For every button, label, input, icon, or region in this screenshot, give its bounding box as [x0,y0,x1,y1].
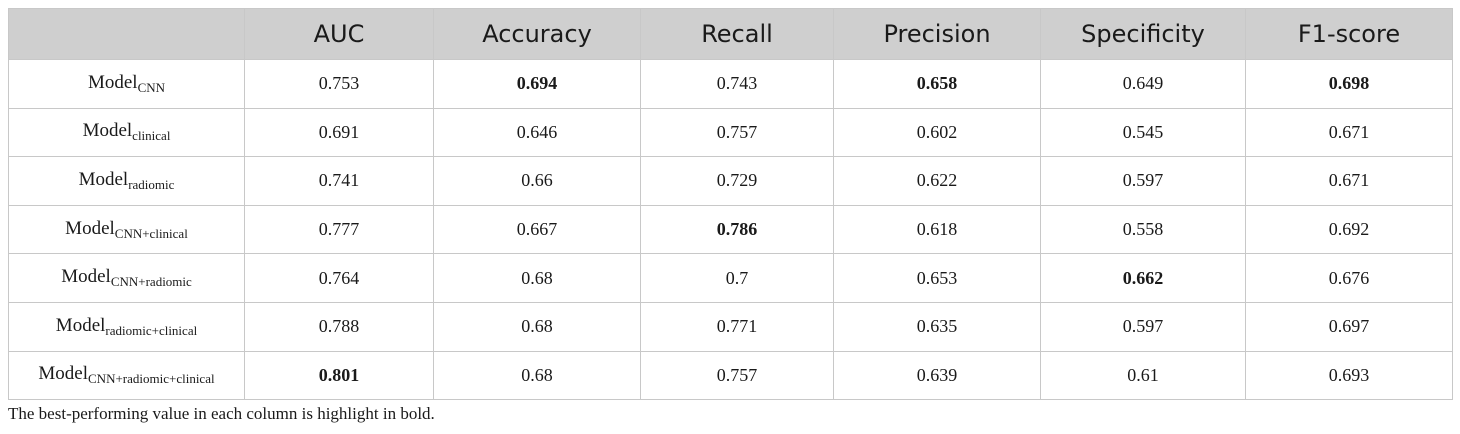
cell-precision: 0.639 [833,350,1041,401]
table-row: Modelradiomic+clinical 0.788 0.68 0.771 0.63… [8,301,1453,352]
cell-precision: 0.658 [833,59,1041,109]
cell-specificity: 0.662 [1040,253,1246,303]
header-accuracy: Accuracy [433,8,641,60]
model-name-cell: Modelclinical [8,107,245,158]
cell-precision: 0.602 [833,107,1041,158]
cell-accuracy: 0.667 [433,204,641,255]
cell-accuracy: 0.646 [433,107,641,158]
model-name-subscript: radiomic+clinical [105,322,198,338]
cell-recall: 0.757 [640,350,834,401]
cell-accuracy: 0.66 [433,156,641,206]
cell-precision: 0.618 [833,204,1041,255]
cell-recall: 0.786 [640,204,834,255]
model-name-subscript: CNN+clinical [114,225,188,241]
model-name-cell: ModelCNN [8,59,245,109]
cell-specificity: 0.597 [1040,156,1246,206]
table-row: Modelclinical 0.691 0.646 0.757 0.602 0.545 0.… [8,107,1453,158]
cell-f1-score: 0.693 [1245,350,1453,401]
cell-auc: 0.753 [244,59,434,109]
cell-recall: 0.7 [640,253,834,303]
cell-f1-score: 0.692 [1245,204,1453,255]
cell-f1-score: 0.671 [1245,156,1453,206]
model-name-base: Model [61,266,111,288]
model-name-subscript: clinical [132,128,171,144]
cell-auc: 0.764 [244,253,434,303]
model-name-cell: ModelCNN+radiomic [8,253,245,303]
model-name-base: Model [55,314,106,336]
header-specificity: Specificity [1040,8,1246,60]
cell-recall: 0.757 [640,107,834,158]
model-name-base: Model [65,217,115,239]
model-name-cell: ModelCNN+clinical [8,204,245,255]
cell-specificity: 0.545 [1040,107,1246,158]
cell-f1-score: 0.698 [1245,59,1453,109]
cell-accuracy: 0.68 [433,350,641,401]
table-footnote: The best-performing value in each column… [8,404,435,423]
table-row: ModelCNN 0.753 0.694 0.743 0.658 0.649 0.698 [8,59,1453,109]
cell-accuracy: 0.694 [433,59,641,109]
cell-recall: 0.771 [640,301,834,352]
model-name-subscript: CNN [137,79,166,95]
model-name-base: Model [78,168,129,190]
cell-specificity: 0.597 [1040,301,1246,352]
cell-auc: 0.801 [244,350,434,401]
cell-accuracy: 0.68 [433,301,641,352]
table-row: ModelCNN+clinical 0.777 0.667 0.786 0.618 0.5… [8,204,1453,255]
model-name-subscript: CNN+radiomic+clinical [88,371,215,387]
cell-auc: 0.691 [244,107,434,158]
table-row: Modelradiomic 0.741 0.66 0.729 0.622 0.597 0.6… [8,156,1453,206]
cell-specificity: 0.61 [1040,350,1246,401]
model-name-base: Model [87,71,138,93]
cell-f1-score: 0.671 [1245,107,1453,158]
cell-f1-score: 0.676 [1245,253,1453,303]
model-name-base: Model [38,363,89,385]
results-table-container: AUC Accuracy Recall Precision Specificit… [8,8,1453,401]
cell-accuracy: 0.68 [433,253,641,303]
model-name-base: Model [82,120,133,142]
header-recall: Recall [640,8,834,60]
table-body: ModelCNN 0.753 0.694 0.743 0.658 0.649 0.698 Mo… [8,59,1453,401]
cell-recall: 0.729 [640,156,834,206]
cell-precision: 0.635 [833,301,1041,352]
header-row: AUC Accuracy Recall Precision Specificit… [8,8,1453,60]
model-name-subscript: CNN+radiomic [110,274,192,290]
table-row: ModelCNN+radiomic+clinical 0.801 0.68 0.757… [8,350,1453,401]
header-corner [8,8,245,60]
cell-specificity: 0.558 [1040,204,1246,255]
model-name-cell: ModelCNN+radiomic+clinical [8,350,245,401]
cell-recall: 0.743 [640,59,834,109]
header-precision: Precision [833,8,1041,60]
model-performance-table: AUC Accuracy Recall Precision Specificit… [8,8,1453,401]
cell-specificity: 0.649 [1040,59,1246,109]
model-name-cell: Modelradiomic+clinical [8,301,245,352]
cell-auc: 0.777 [244,204,434,255]
header-f1-score: F1-score [1245,8,1453,60]
model-name-cell: Modelradiomic [8,156,245,206]
header-auc: AUC [244,8,434,60]
cell-f1-score: 0.697 [1245,301,1453,352]
table-row: ModelCNN+radiomic 0.764 0.68 0.7 0.653 0.662 0… [8,253,1453,303]
cell-precision: 0.622 [833,156,1041,206]
model-name-subscript: radiomic [128,176,175,192]
cell-precision: 0.653 [833,253,1041,303]
cell-auc: 0.788 [244,301,434,352]
cell-auc: 0.741 [244,156,434,206]
